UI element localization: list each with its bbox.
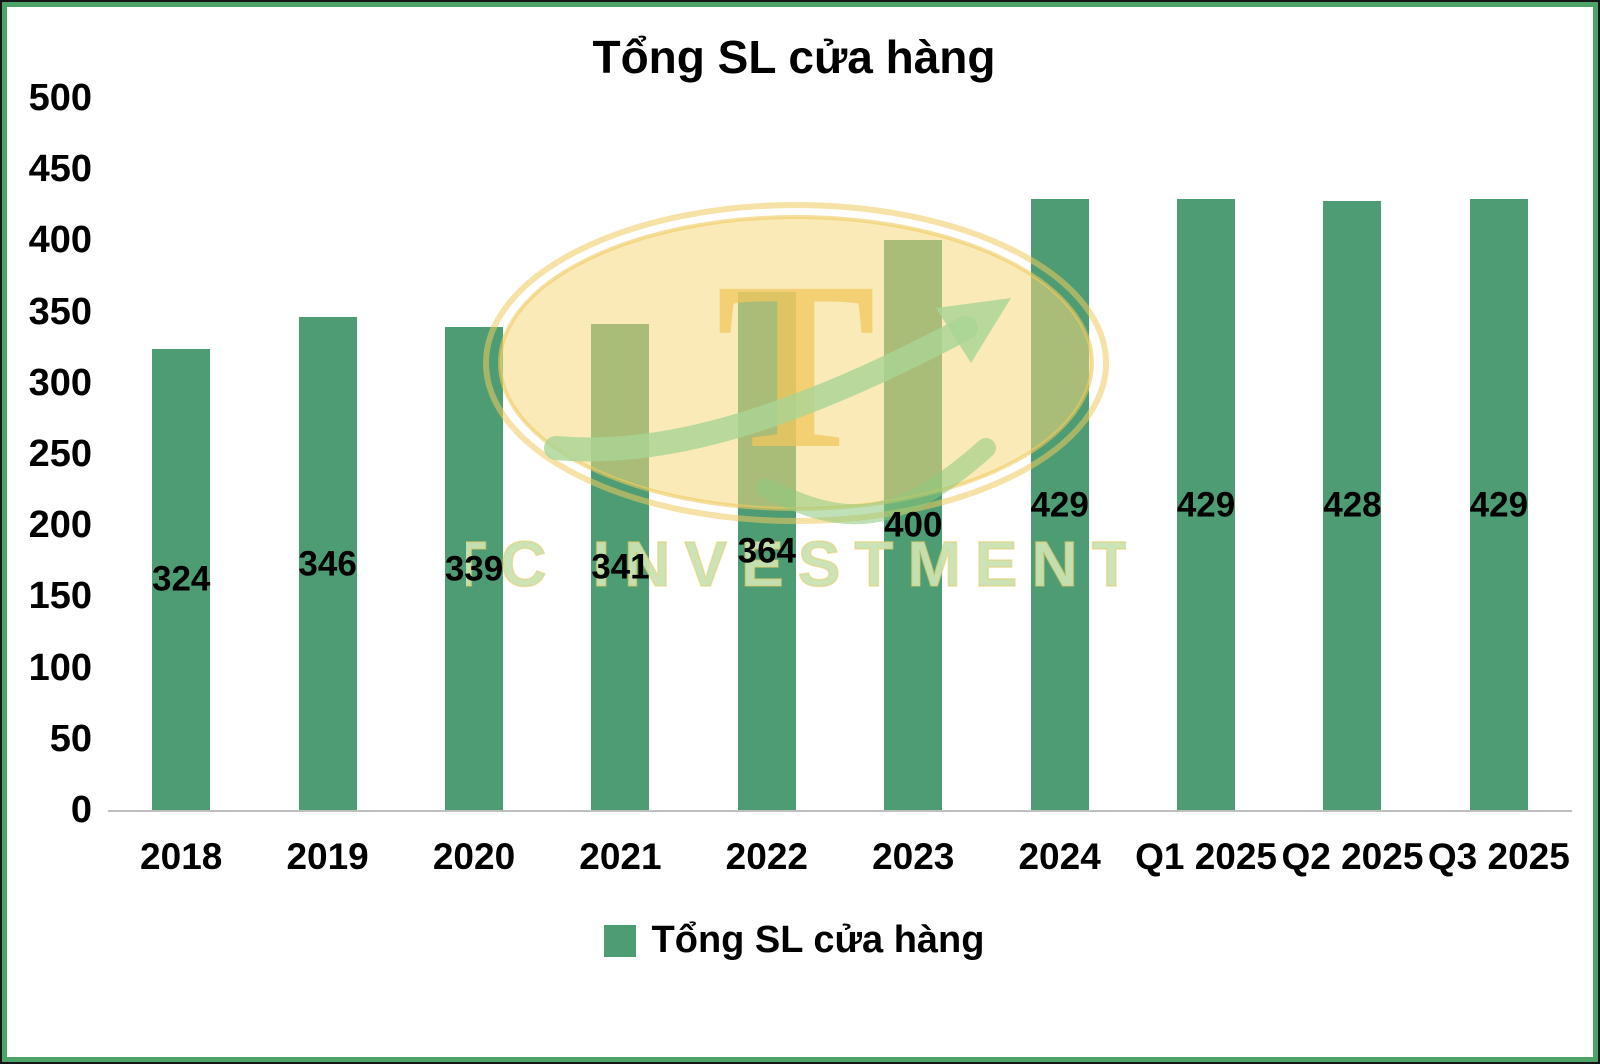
legend-label: Tổng SL cửa hàng (651, 919, 985, 961)
x-axis-label: Q2 2025 (1281, 836, 1424, 877)
y-tick-label: 450 (28, 148, 92, 191)
legend-swatch-icon (603, 924, 636, 957)
bar-slot: 346 (254, 98, 400, 810)
y-tick-label: 50 (49, 717, 92, 760)
x-axis-label: 2018 (140, 836, 223, 877)
y-axis: 0 50 100 150 200 250 300 350 400 450 500 (16, 79, 108, 829)
y-tick-label: 150 (28, 575, 92, 618)
bar-2019 (298, 317, 357, 810)
plot-wrap: T TC INVESTMENT 324 346 339 341 364 400 429 429… (108, 98, 1572, 875)
bar-slot: 428 (1279, 98, 1425, 810)
legend: Tổng SL cửa hàng (16, 919, 1572, 962)
x-axis-label: Q1 2025 (1135, 836, 1278, 877)
bar-value-label: 346 (298, 544, 357, 584)
bar-q2-2025 (1323, 200, 1382, 810)
bar-slot: 429 (986, 98, 1132, 810)
chart-title: Tổng SL cửa hàng (592, 31, 996, 83)
y-tick-label: 300 (28, 361, 92, 404)
x-axis-label: 2020 (432, 836, 516, 877)
bar-value-label: 428 (1323, 485, 1382, 525)
y-tick-label: 0 (70, 789, 92, 831)
bar-value-label: 339 (444, 549, 504, 589)
y-tick-label: 250 (28, 433, 92, 475)
y-tick-label: 500 (28, 77, 92, 119)
bar-slot: 324 (108, 98, 254, 810)
bar-value-label: 341 (591, 547, 650, 587)
bar-slot: 339 (401, 98, 547, 810)
y-tick-label: 100 (28, 646, 92, 689)
bar-value-label: 364 (737, 531, 797, 571)
plot-area: T TC INVESTMENT 324 346 339 341 364 400 429 429… (108, 98, 1572, 812)
bar-value-label: 429 (1469, 485, 1529, 525)
bar-value-label: 324 (152, 559, 211, 599)
x-axis-label: 2021 (579, 836, 662, 877)
bar-slot: 364 (694, 98, 840, 810)
bar-q1-2025 (1177, 199, 1236, 810)
x-axis-label: 2019 (286, 836, 369, 877)
bar-slot: 400 (840, 98, 986, 810)
bar-q3-2025 (1469, 199, 1528, 810)
y-tick-label: 200 (28, 504, 92, 547)
bar-2018 (152, 348, 211, 810)
x-axis: 2018 2019 2020 2021 2022 2023 2024 Q1 2025 Q2 20… (108, 838, 1572, 875)
x-axis-label: 2023 (872, 836, 955, 877)
chart-body: 0 50 100 150 200 250 300 350 400 450 500 T TC INVE… (16, 79, 1572, 875)
x-axis-label: 2022 (725, 836, 808, 877)
y-tick-label: 400 (28, 219, 92, 262)
y-tick-label: 350 (28, 290, 92, 333)
bar-slot: 429 (1426, 98, 1572, 810)
bar-slot: 341 (547, 98, 693, 810)
x-axis-label: 2024 (1018, 836, 1101, 877)
x-axis-label: Q3 2025 (1427, 836, 1570, 877)
bar-value-label: 429 (1176, 485, 1236, 525)
bar-slot: 429 (1133, 98, 1279, 810)
